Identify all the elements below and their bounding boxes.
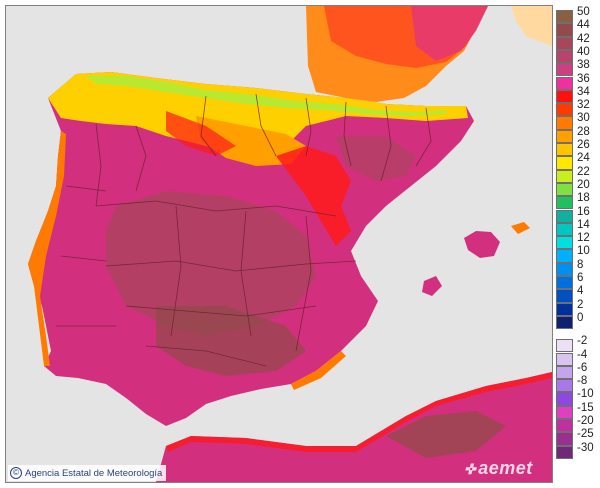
legend-swatch xyxy=(556,63,573,77)
central-plateau-heat xyxy=(106,191,316,336)
legend-swatch xyxy=(556,379,573,393)
aemet-logo-text: aemet xyxy=(478,458,533,478)
north-orange xyxy=(196,116,306,166)
legend-swatch xyxy=(556,222,573,237)
guadalquivir-heat xyxy=(156,306,306,376)
legend-swatch xyxy=(556,419,573,433)
legend-swatch xyxy=(556,156,573,170)
province-borders xyxy=(56,93,432,367)
legend-tick-label: -30 xyxy=(577,441,594,454)
northern-coast-band xyxy=(48,72,468,156)
menorca xyxy=(511,222,530,234)
ibiza xyxy=(422,276,442,296)
legend-tick-label: 32 xyxy=(577,99,590,112)
france-east-zone xyxy=(411,6,488,61)
legend-tick-label: -4 xyxy=(577,348,588,361)
right-land xyxy=(511,6,552,46)
legend-swatch xyxy=(556,445,573,459)
copyright-icon: © xyxy=(10,467,22,479)
legend-tick-label: -25 xyxy=(577,428,594,441)
legend-tick-label: 10 xyxy=(577,245,590,258)
aemet-logo-icon: ✜ xyxy=(464,461,477,477)
legend-swatch xyxy=(556,209,573,223)
legend-swatch xyxy=(556,182,573,197)
legend-tick-label: 24 xyxy=(577,152,590,165)
legend-swatch xyxy=(556,36,573,50)
legend-swatch xyxy=(556,169,573,183)
legend-tick-label: 30 xyxy=(577,112,590,125)
legend-tick-label: 8 xyxy=(577,258,584,271)
legend-tick-label: 34 xyxy=(577,85,590,98)
iberian-system-red xyxy=(276,146,351,246)
legend-swatch xyxy=(556,289,573,303)
legend-tick-label: 18 xyxy=(577,192,590,205)
temperature-map xyxy=(5,5,553,483)
legend-tick-label: 4 xyxy=(577,285,584,298)
legend-swatch xyxy=(556,352,573,366)
legend-swatch xyxy=(556,89,573,104)
legend-tick-label: -15 xyxy=(577,401,594,414)
legend-tick-label: 2 xyxy=(577,298,584,311)
legend-tick-label: 28 xyxy=(577,125,590,138)
map-canvas xyxy=(6,6,552,482)
legend-tick-label: 12 xyxy=(577,232,590,245)
legend-swatch xyxy=(556,405,573,419)
legend-tick-label: 38 xyxy=(577,59,590,72)
legend-swatch xyxy=(556,392,573,406)
legend-swatch xyxy=(556,23,573,37)
legend-tick-label: -2 xyxy=(577,335,588,348)
legend-swatch xyxy=(556,432,573,446)
legend-swatch xyxy=(556,339,573,353)
legend-tick-label: 16 xyxy=(577,205,590,218)
legend-tick-label: 44 xyxy=(577,19,590,32)
legend-swatch xyxy=(556,262,573,276)
legend-tick-label: -8 xyxy=(577,375,588,388)
legend-tick-label: 40 xyxy=(577,45,590,58)
temperature-legend: 50 44 42 40 38 36 34 32 30 28 26 24 22 20 18 16 14 12 10 8 6… xyxy=(556,6,598,484)
legend-tick-label: 14 xyxy=(577,218,590,231)
legend-swatch xyxy=(556,76,573,90)
legend-tick-label: 6 xyxy=(577,272,584,284)
legend-tick-label: 42 xyxy=(577,32,590,45)
legend-swatch xyxy=(556,116,573,130)
credit-text: Agencia Estatal de Meteorología xyxy=(25,467,163,479)
legend-swatch xyxy=(556,10,573,24)
western-coast-band xyxy=(28,131,66,366)
legend-swatch xyxy=(556,236,573,250)
legend-tick-label: 22 xyxy=(577,165,590,178)
legend-tick-label: -20 xyxy=(577,415,594,427)
legend-swatch xyxy=(556,129,573,143)
legend-swatch xyxy=(556,249,573,263)
southeast-coast-band xyxy=(291,351,346,390)
aemet-logo: ✜ aemet xyxy=(464,458,533,479)
cantabrian-green xyxy=(86,76,446,116)
legend-tick-label: 36 xyxy=(577,72,590,85)
legend-tick-label: -10 xyxy=(577,388,594,401)
legend-swatch xyxy=(556,365,573,380)
ebro-heat xyxy=(336,136,416,181)
legend-swatch xyxy=(556,143,573,157)
legend-swatch xyxy=(556,276,573,290)
legend-swatch xyxy=(556,49,573,64)
legend-tick-label: 26 xyxy=(577,139,590,151)
legend-swatch xyxy=(556,103,573,117)
legend-tick-label: 20 xyxy=(577,178,590,191)
mallorca xyxy=(464,231,500,258)
atlas-heat xyxy=(386,411,506,458)
credit-label: © Agencia Estatal de Meteorología xyxy=(8,465,167,481)
legend-tick-label: -6 xyxy=(577,361,588,374)
legend-swatch xyxy=(556,315,573,330)
legend-swatch xyxy=(556,302,573,316)
legend-tick-label: 50 xyxy=(577,6,590,18)
legend-tick-label: 0 xyxy=(577,311,584,324)
legend-swatch xyxy=(556,196,573,210)
